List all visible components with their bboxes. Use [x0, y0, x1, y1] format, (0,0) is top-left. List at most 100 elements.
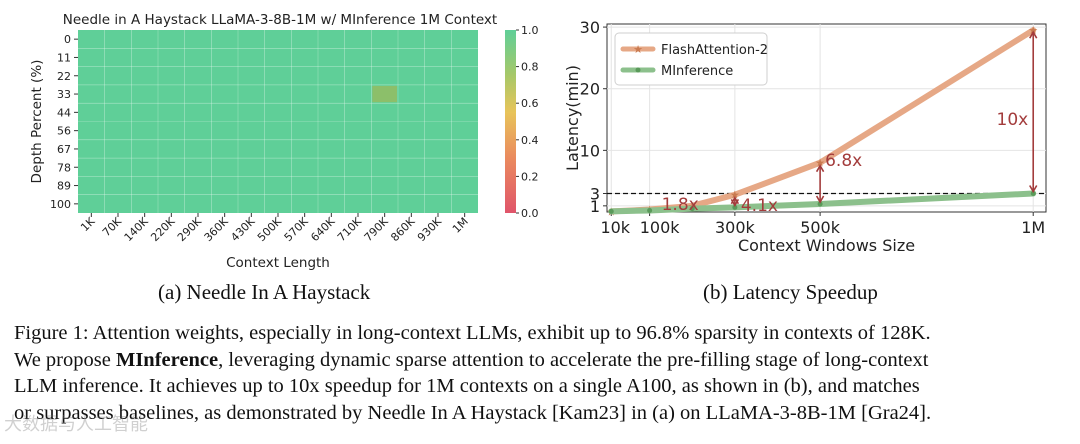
heatmap-cell: [211, 66, 238, 85]
colorbar: [505, 30, 516, 213]
minference-marker: [817, 201, 823, 207]
heatmap-x-tick-label: 500K: [255, 214, 285, 244]
latency-x-axis-label: Context Windows Size: [738, 236, 915, 255]
heatmap-cell: [398, 84, 425, 104]
heatmap-cell: [131, 30, 158, 49]
latency-x-tick-label: 100k: [640, 218, 681, 237]
colorbar-tick-label: 0.4: [521, 134, 539, 147]
heatmap-cell: [78, 30, 105, 49]
heatmap-cell: [158, 139, 185, 159]
heatmap-cell: [158, 158, 185, 177]
heatmap-cell: [158, 194, 185, 213]
heatmap-cell: [78, 66, 105, 85]
heatmap-x-tick-label: 1K: [78, 214, 98, 234]
caption-line-2-pre: We propose: [14, 348, 116, 371]
heatmap-cell: [344, 30, 372, 49]
heatmap-cell: [104, 48, 132, 67]
heatmap-cell: [211, 48, 238, 67]
latency-y-tick-label: 20: [580, 80, 600, 99]
heatmap-cell: [451, 158, 478, 177]
heatmap-cell: [238, 121, 265, 140]
heatmap-cell: [78, 84, 105, 104]
heatmap-cell: [131, 158, 158, 177]
caption-minference-bold: MInference: [115, 348, 219, 371]
heatmap-x-tick-label: 1M: [450, 215, 471, 236]
heatmap-cell: [238, 194, 265, 213]
heatmap-cell: [318, 176, 345, 195]
heatmap-cell: [131, 48, 158, 67]
speedup-annotation: 1.8x: [662, 195, 699, 215]
heatmap-cell: [344, 103, 372, 122]
heatmap-cell: [184, 84, 212, 104]
heatmap-cell: [184, 176, 212, 195]
heatmap-cell: [398, 48, 425, 67]
heatmap-cell: [398, 30, 425, 49]
heatmap-cell: [78, 48, 105, 67]
heatmap-cell: [424, 194, 452, 213]
heatmap-cell: [78, 103, 105, 122]
colorbar-tick-label: 1.0: [521, 24, 539, 37]
heatmap-cell: [398, 194, 425, 213]
minference-marker: [689, 206, 695, 212]
heatmap-cell: [371, 158, 398, 177]
heatmap-cell: [291, 103, 318, 122]
speedup-arrow-head: [1029, 30, 1038, 39]
latency-y-tick-label: 30: [580, 18, 600, 37]
heatmap-highlight-cell: [372, 85, 397, 103]
heatmap-cell: [264, 84, 292, 104]
heatmap-cell: [184, 30, 212, 49]
heatmap-cell: [78, 121, 105, 140]
heatmap-cell: [424, 139, 452, 159]
heatmap-cell: [291, 66, 318, 85]
heatmap-cell: [371, 30, 398, 49]
heatmap-cell: [371, 176, 398, 195]
heatmap-cell: [398, 158, 425, 177]
heatmap-cell: [371, 194, 398, 213]
flashattention-marker: ★: [730, 189, 740, 202]
heatmap-cell: [451, 176, 478, 195]
heatmap-cell: [424, 176, 452, 195]
heatmap-cell: [104, 176, 132, 195]
heatmap-cell: [451, 30, 478, 49]
heatmap-cell: [318, 48, 345, 67]
heatmap-cell: [211, 176, 238, 195]
heatmap-y-tick-label: 89: [57, 180, 71, 193]
minference-marker: [1030, 191, 1036, 197]
heatmap-cell: [291, 176, 318, 195]
heatmap-cell: [371, 103, 398, 122]
heatmap-cell: [184, 121, 212, 140]
legend-label: MInference: [661, 64, 733, 79]
heatmap-cell: [264, 121, 292, 140]
latency-x-tick-label: 300k: [715, 218, 756, 237]
heatmap-cell: [424, 30, 452, 49]
latency-y-tick-label: 10: [580, 141, 600, 160]
heatmap-cell: [264, 103, 292, 122]
subcaption-b: (b) Latency Speedup: [703, 280, 878, 304]
heatmap-cell: [158, 103, 185, 122]
heatmap-cell: [131, 103, 158, 122]
heatmap-y-tick-label: 11: [57, 51, 71, 64]
heatmap-cell: [291, 121, 318, 140]
heatmap-y-axis-label: Depth Percent (%): [29, 60, 45, 184]
heatmap-cell: [291, 48, 318, 67]
latency-chart-panel: 1 3 10 20 30 10k 100k 300k 500k 1M Context Windows…: [540, 0, 1080, 312]
heatmap-cell: [78, 194, 105, 213]
heatmap-cell: [211, 194, 238, 213]
heatmap-cell: [451, 66, 478, 85]
heatmap-cell: [344, 139, 372, 159]
heatmap-cell: [264, 158, 292, 177]
latency-x-tick-label: 500k: [800, 218, 841, 237]
heatmap-cell: [211, 158, 238, 177]
heatmap-cell: [131, 84, 158, 104]
heatmap-cell: [291, 84, 318, 104]
heatmap-cell: [398, 103, 425, 122]
heatmap-cell: [344, 84, 372, 104]
heatmap-cell: [398, 66, 425, 85]
heatmap-cell: [238, 84, 265, 104]
minference-marker: [647, 207, 653, 213]
latency-x-tick-label: 10k: [600, 218, 630, 237]
legend-label: FlashAttention-2: [661, 43, 768, 58]
heatmap-cell: [184, 139, 212, 159]
heatmap-cell: [291, 158, 318, 177]
heatmap-cell: [104, 30, 132, 49]
